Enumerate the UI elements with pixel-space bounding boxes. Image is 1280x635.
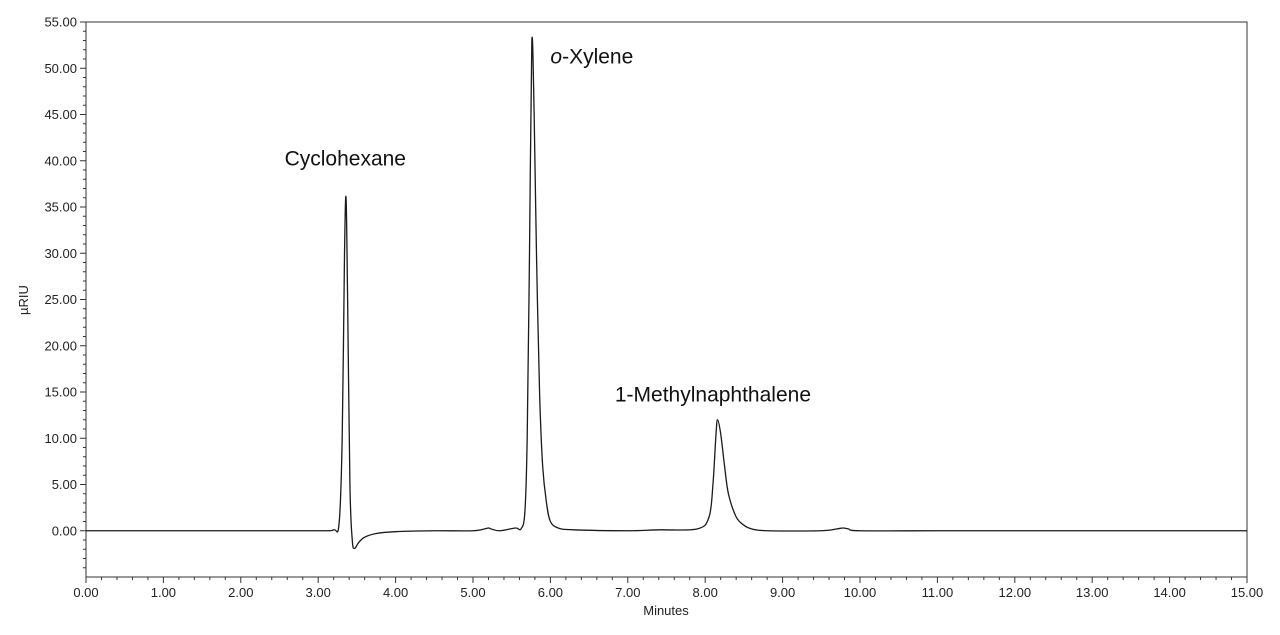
x-tick-label: 13.00 (1076, 585, 1109, 600)
y-tick-label: 25.00 (44, 292, 77, 307)
y-tick-label: 5.00 (52, 477, 77, 492)
y-tick-label: 0.00 (52, 523, 77, 538)
x-tick-label: 7.00 (615, 585, 640, 600)
peak-labels: Cyclohexane o-Xylene 1-Methylnaphthalene (285, 46, 811, 407)
x-tick-label: 14.00 (1153, 585, 1186, 600)
plot-frame (85, 21, 1248, 578)
x-tick-label: 8.00 (693, 585, 718, 600)
x-tick-label: 5.00 (460, 585, 485, 600)
x-tick-label: 1.00 (151, 585, 176, 600)
x-tick-label: 3.00 (306, 585, 331, 600)
x-tick-label: 6.00 (538, 585, 563, 600)
x-tick-label: 10.00 (844, 585, 877, 600)
peak-label-text: 1-Methylnaphthalene (615, 383, 811, 406)
peak-label: o-Xylene (550, 46, 633, 69)
x-tick-label: 11.00 (922, 585, 954, 600)
chromatogram-trace (86, 36, 1247, 549)
x-tick-label: 9.00 (770, 585, 795, 600)
peak-label: Cyclohexane (285, 147, 406, 170)
peak-label-italic-prefix: o (550, 46, 562, 69)
y-tick-label: 40.00 (44, 153, 77, 168)
y-tick-label: 15.00 (44, 385, 77, 400)
y-tick-label: 10.00 (44, 431, 77, 446)
x-tick-label: 0.00 (73, 585, 98, 600)
x-axis: 0.00 1.00 2.00 3.00 4.00 5.00 6.00 7.00 8.00 9.00… (73, 577, 1263, 600)
y-tick-label: 55.00 (44, 15, 77, 30)
peak-label: 1-Methylnaphthalene (615, 383, 811, 406)
peak-label-text: Cyclohexane (285, 147, 406, 170)
y-axis: 0.00 5.00 10.00 15.00 20.00 25.00 30.00 35.00 40… (44, 15, 86, 569)
y-tick-label: 45.00 (44, 107, 77, 122)
peak-label-text: -Xylene (562, 46, 633, 69)
x-tick-label: 12.00 (999, 585, 1032, 600)
y-axis-title: µRIU (16, 285, 31, 315)
x-tick-label: 2.00 (228, 585, 253, 600)
y-tick-label: 30.00 (44, 246, 77, 261)
x-tick-label: 15.00 (1231, 585, 1264, 600)
y-tick-label: 35.00 (44, 200, 77, 215)
y-tick-label: 50.00 (44, 61, 77, 76)
x-axis-title: Minutes (643, 603, 689, 618)
y-tick-label: 20.00 (44, 338, 77, 353)
x-tick-label: 4.00 (383, 585, 408, 600)
